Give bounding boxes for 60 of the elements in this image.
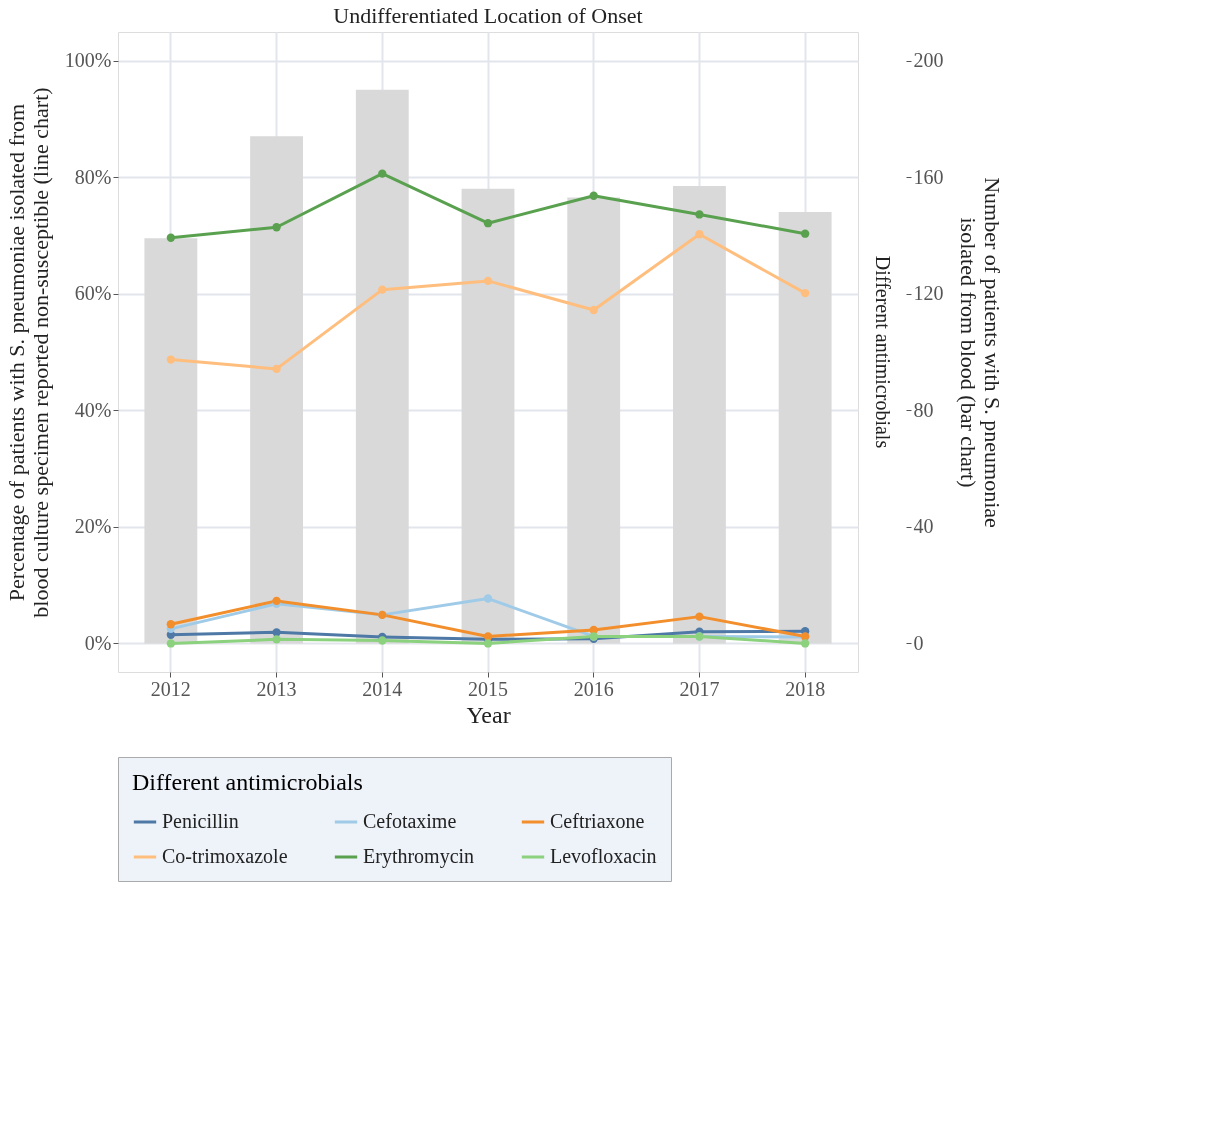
legend-label: Erythromycin bbox=[363, 845, 475, 868]
x-axis-title: Year bbox=[466, 701, 511, 728]
point bbox=[378, 636, 387, 645]
point bbox=[695, 230, 704, 239]
y-tick-label: 40% bbox=[74, 398, 112, 421]
legend-label: Levofloxacin bbox=[550, 845, 657, 867]
y2-tick-label: 160 bbox=[913, 165, 944, 188]
x-tick-label: 2018 bbox=[785, 677, 826, 700]
y-tick-label: 80% bbox=[74, 165, 112, 188]
legend-label: Co-trimoxazole bbox=[162, 845, 288, 867]
point bbox=[800, 639, 810, 648]
x-tick-label: 2016 bbox=[573, 677, 614, 700]
point bbox=[166, 620, 176, 629]
bar bbox=[144, 238, 198, 644]
point bbox=[272, 364, 281, 374]
bar bbox=[567, 197, 621, 644]
legend-label: Ceftriaxone bbox=[550, 810, 645, 832]
y2-tick-label: 0 bbox=[913, 631, 924, 654]
text: Different antimicrobials bbox=[872, 255, 894, 449]
y2-tick-label: 200 bbox=[913, 49, 944, 72]
point bbox=[800, 288, 810, 298]
y2-tick-label: 80 bbox=[913, 398, 934, 421]
bar bbox=[778, 212, 832, 644]
y2-tick-label: 40 bbox=[913, 515, 934, 538]
bar bbox=[673, 185, 726, 644]
point bbox=[800, 229, 810, 238]
point bbox=[166, 355, 176, 364]
point bbox=[166, 233, 176, 242]
x-tick-label: 2013 bbox=[256, 677, 297, 700]
legend-label: Cefotaxime bbox=[363, 810, 457, 832]
y-tick-label: 60% bbox=[74, 282, 112, 305]
point bbox=[695, 210, 704, 219]
point bbox=[483, 639, 493, 648]
x-tick-label: 2017 bbox=[679, 677, 720, 700]
y2-axis-title: Number of patients with S. pneumoniae isolated from blood (bar chart) bbox=[955, 177, 1005, 528]
point bbox=[378, 285, 387, 294]
point bbox=[589, 191, 598, 200]
point bbox=[378, 169, 387, 178]
x-tick-label: 2014 bbox=[362, 677, 403, 700]
point bbox=[589, 305, 598, 315]
point bbox=[272, 635, 281, 644]
legend-label: Penicillin bbox=[162, 810, 239, 832]
x-tick-label: 2015 bbox=[468, 677, 508, 700]
bar bbox=[250, 136, 303, 644]
bar bbox=[461, 188, 515, 644]
point bbox=[483, 276, 493, 286]
point bbox=[695, 612, 704, 621]
y2-tick-label: 120 bbox=[913, 282, 944, 305]
point bbox=[483, 219, 493, 228]
y-tick-label: 100% bbox=[64, 49, 112, 72]
y-tick-label: 0% bbox=[84, 631, 112, 654]
point bbox=[483, 594, 493, 603]
legend-title: Different antimicrobials bbox=[132, 769, 363, 795]
chart-title: Undifferentiated Location of Onset bbox=[333, 3, 643, 28]
y-axis-title: Percentage of patients with S. pneumoniae isolated from blood culture specimen reported non-susceptible (line chart) bbox=[3, 87, 53, 618]
x-tick-label: 2012 bbox=[150, 677, 191, 700]
point bbox=[166, 639, 176, 648]
point bbox=[272, 223, 281, 232]
bar bbox=[355, 89, 409, 644]
y-tick-label: 20% bbox=[74, 515, 112, 538]
